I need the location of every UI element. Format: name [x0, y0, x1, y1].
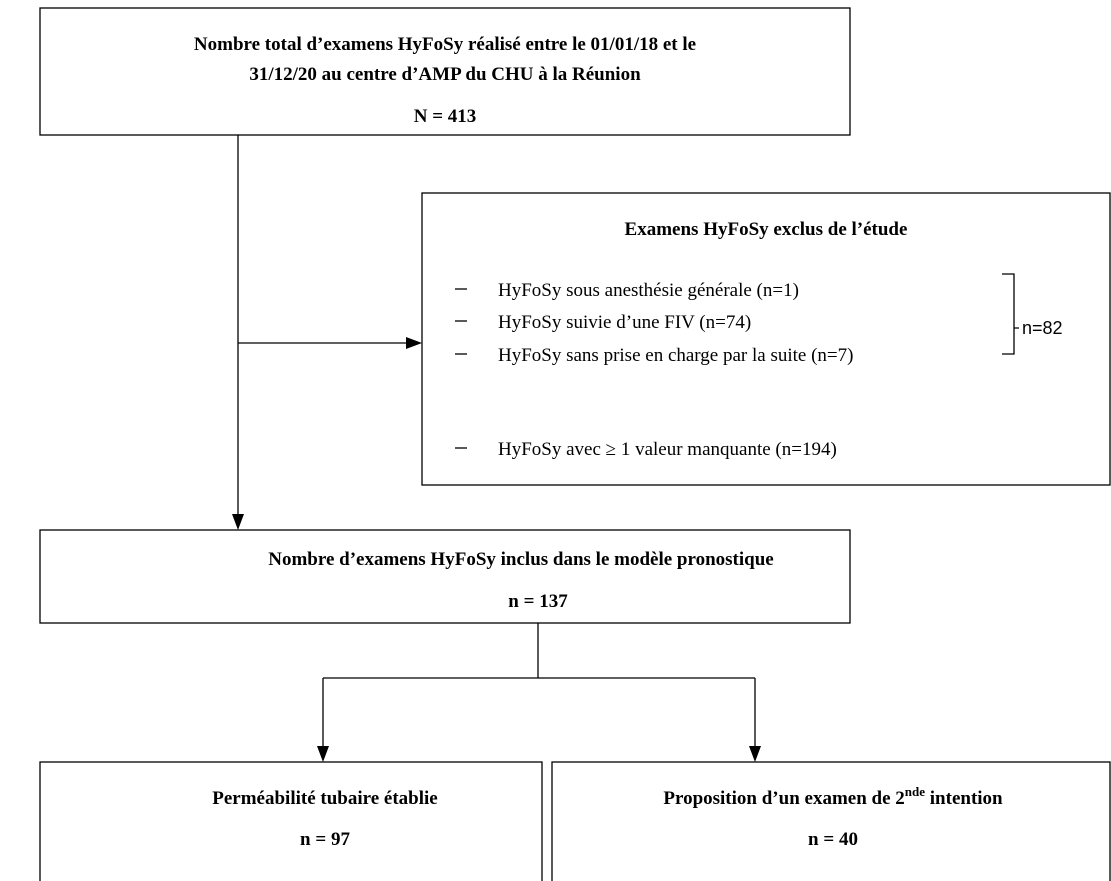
arrowhead: [406, 337, 422, 349]
box-count: n = 137: [508, 591, 568, 612]
included-box: [39, 529, 851, 624]
group-label: n=82: [1022, 318, 1063, 338]
list-item: HyFoSy avec ≥ 1 valeur manquante (n=194): [498, 439, 837, 460]
box-title: Nombre d’examens HyFoSy inclus dans le m…: [268, 549, 773, 570]
box-text: 31/12/20 au centre d’AMP du CHU à la Réu…: [249, 64, 641, 85]
title-part: intention: [925, 788, 1003, 809]
box-count: n = 40: [808, 829, 858, 850]
superscript: nde: [905, 784, 925, 799]
exclusion-box: [421, 192, 1111, 486]
box-title: Proposition d’un examen de 2nde intentio…: [663, 784, 1003, 809]
outcome-box: [39, 761, 543, 881]
list-item: HyFoSy sous anesthésie générale (n=1): [498, 280, 799, 301]
title-part: Proposition d’un examen de 2: [663, 788, 904, 809]
list-item: HyFoSy suivie d’une FIV (n=74): [498, 312, 751, 333]
box-title: Examens HyFoSy exclus de l’étude: [625, 219, 908, 240]
outcome-box: [551, 761, 1111, 881]
arrowhead: [317, 746, 329, 762]
arrowhead: [749, 746, 761, 762]
list-item: HyFoSy sans prise en charge par la suite…: [498, 345, 853, 366]
box-count: N = 413: [414, 106, 477, 127]
box-text: Nombre total d’examens HyFoSy réalisé en…: [194, 34, 696, 55]
total-box: [39, 7, 851, 136]
arrowhead: [232, 514, 244, 530]
box-title: Perméabilité tubaire établie: [212, 788, 437, 809]
bracket: [1002, 273, 1019, 355]
box-count: n = 97: [300, 829, 350, 850]
